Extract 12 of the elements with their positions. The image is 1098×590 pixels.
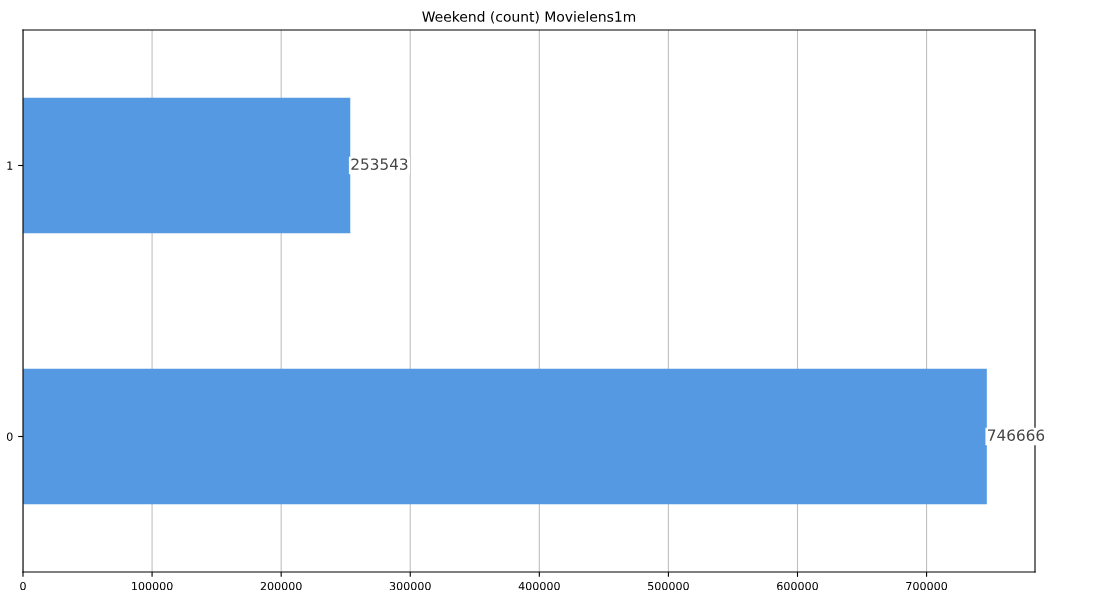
y-tick-label: 1 <box>7 161 13 170</box>
x-tick-label: 500000 <box>648 581 689 590</box>
x-tick-label: 200000 <box>260 581 302 590</box>
x-tick-label: 100000 <box>132 581 173 590</box>
chart-title: Weekend (count) Movielens1m <box>422 11 636 24</box>
x-tick-label: 700000 <box>906 581 948 590</box>
x-tick-label: 0 <box>20 581 26 590</box>
x-tick-label: 600000 <box>777 581 818 590</box>
x-tick-label: 300000 <box>389 581 431 590</box>
data-label: 746666 <box>988 429 1045 441</box>
data-label: 253543 <box>351 158 408 170</box>
x-tick-label: 400000 <box>518 581 560 590</box>
